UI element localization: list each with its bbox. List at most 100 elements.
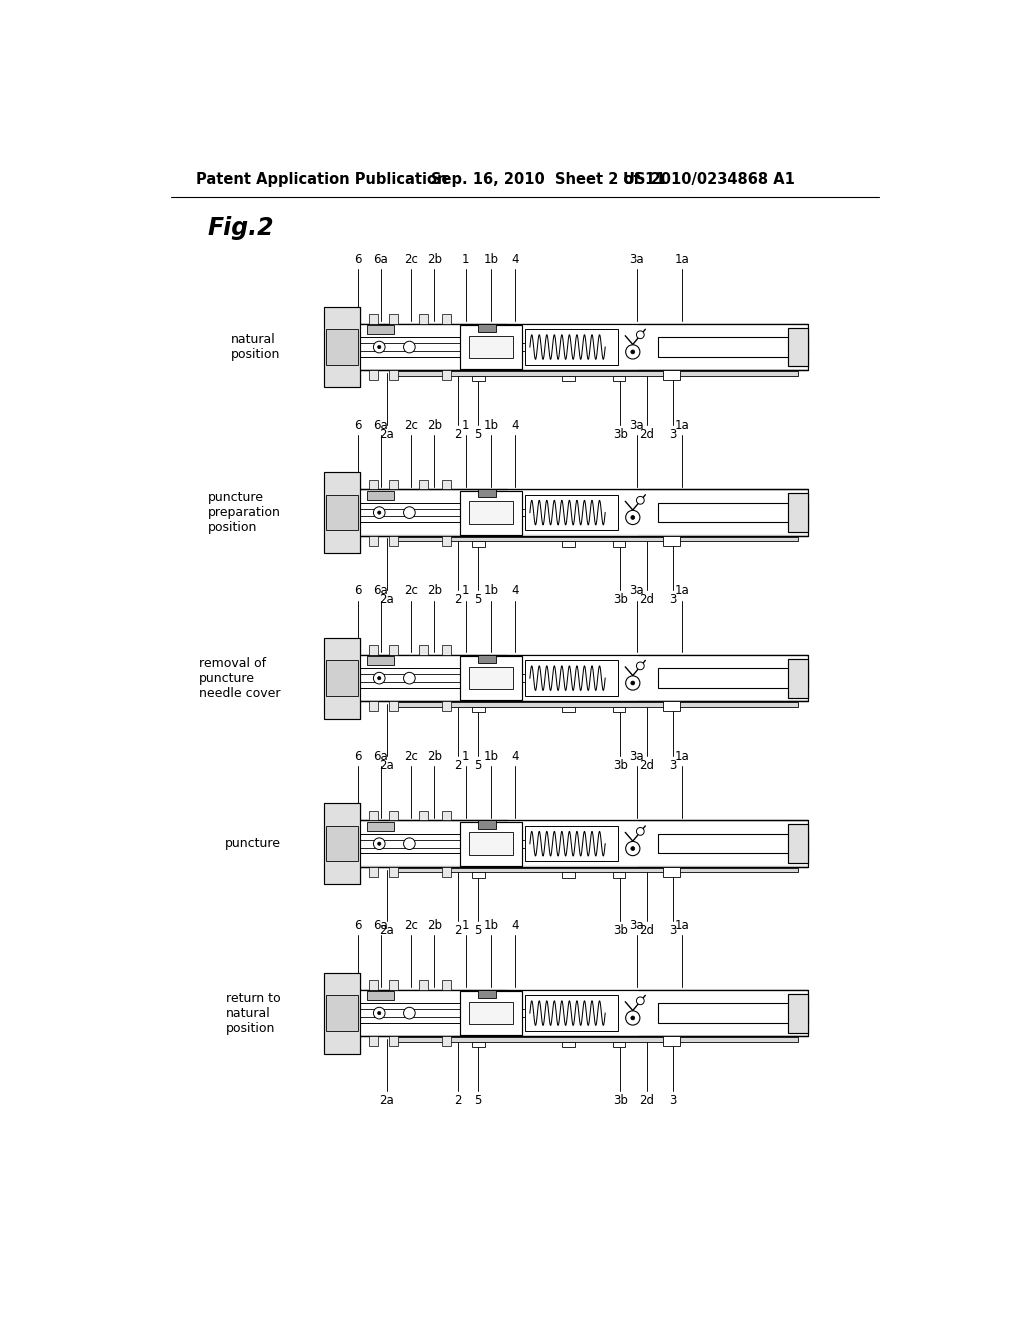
Bar [360, 325, 807, 368]
Bar [442, 536, 451, 545]
Circle shape [378, 842, 381, 845]
Text: 2: 2 [455, 593, 462, 606]
Bar [657, 338, 809, 356]
Circle shape [378, 677, 381, 680]
Bar [472, 541, 484, 546]
Circle shape [626, 345, 640, 359]
Bar [367, 822, 394, 832]
Bar [370, 810, 378, 821]
Bar [394, 537, 799, 541]
Bar [478, 821, 496, 829]
Bar [562, 873, 575, 878]
Text: 2b: 2b [427, 585, 442, 598]
Text: 3a: 3a [630, 585, 644, 598]
Bar [394, 371, 799, 375]
Text: 6: 6 [354, 920, 361, 932]
Text: 3a: 3a [630, 418, 644, 432]
Text: 2c: 2c [403, 750, 418, 763]
Bar [788, 659, 809, 697]
Text: 3b: 3b [612, 428, 628, 441]
Text: 2d: 2d [639, 593, 654, 606]
Bar [367, 491, 394, 500]
Text: 3: 3 [670, 593, 677, 606]
Text: 2c: 2c [403, 253, 418, 267]
Bar [370, 981, 378, 990]
Bar [657, 834, 809, 854]
Bar [469, 502, 513, 524]
Text: 6: 6 [354, 750, 361, 763]
Bar [788, 824, 809, 863]
Text: 5: 5 [474, 924, 482, 937]
Text: 2: 2 [455, 759, 462, 772]
Bar [469, 335, 513, 358]
Bar [389, 810, 398, 821]
Bar [525, 660, 617, 696]
Bar [370, 701, 378, 711]
Bar [324, 306, 360, 388]
Circle shape [637, 997, 644, 1005]
Bar [359, 990, 809, 1036]
Bar [389, 867, 398, 876]
Bar [389, 1036, 398, 1045]
Bar [562, 541, 575, 546]
Bar [460, 325, 522, 370]
Circle shape [378, 1011, 381, 1015]
Text: Fig.2: Fig.2 [208, 215, 274, 240]
Circle shape [637, 496, 644, 504]
Bar [389, 645, 398, 655]
Text: 6a: 6a [374, 750, 388, 763]
Text: 2d: 2d [639, 924, 654, 937]
Text: Sep. 16, 2010  Sheet 2 of 11: Sep. 16, 2010 Sheet 2 of 11 [431, 172, 666, 186]
Circle shape [626, 676, 640, 690]
Bar [478, 323, 496, 331]
Circle shape [378, 346, 381, 348]
Bar [478, 490, 496, 498]
Text: 1b: 1b [483, 750, 499, 763]
Bar [469, 1002, 513, 1024]
Text: 2a: 2a [380, 759, 394, 772]
Bar [663, 1036, 681, 1045]
Text: 1b: 1b [483, 920, 499, 932]
Circle shape [637, 828, 644, 836]
Text: 5: 5 [474, 593, 482, 606]
Bar [612, 541, 626, 546]
Bar [442, 371, 451, 380]
Bar [420, 810, 428, 821]
Bar [324, 804, 360, 884]
Circle shape [403, 507, 415, 519]
Text: 1: 1 [462, 585, 469, 598]
Circle shape [374, 507, 385, 519]
Bar [324, 973, 360, 1053]
Text: return to
natural
position: return to natural position [226, 991, 281, 1035]
Bar [420, 981, 428, 990]
Bar [478, 655, 496, 663]
Bar [612, 375, 626, 381]
Bar [370, 536, 378, 545]
Bar [472, 873, 484, 878]
Text: 1: 1 [462, 750, 469, 763]
Text: 4: 4 [511, 585, 518, 598]
Bar [525, 495, 617, 531]
Circle shape [631, 1016, 635, 1020]
Bar [788, 327, 809, 367]
Circle shape [631, 350, 635, 354]
Bar [562, 375, 575, 381]
Text: 2a: 2a [380, 1094, 394, 1106]
Text: 1a: 1a [675, 418, 689, 432]
Circle shape [374, 672, 385, 684]
Bar [562, 1041, 575, 1047]
Text: 3b: 3b [612, 924, 628, 937]
Circle shape [403, 838, 415, 850]
Text: 2d: 2d [639, 428, 654, 441]
Bar [370, 371, 378, 380]
Bar [460, 656, 522, 700]
Text: US 2010/0234868 A1: US 2010/0234868 A1 [624, 172, 796, 186]
Text: 2c: 2c [403, 585, 418, 598]
Bar [360, 991, 807, 1035]
Bar [788, 994, 809, 1032]
Bar [359, 655, 809, 701]
Text: natural
position: natural position [231, 333, 281, 362]
Text: 1: 1 [462, 418, 469, 432]
Text: 3: 3 [670, 428, 677, 441]
Bar [663, 536, 681, 545]
